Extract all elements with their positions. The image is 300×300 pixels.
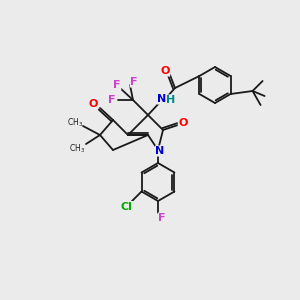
Text: CH$_3$: CH$_3$	[67, 117, 83, 129]
Text: F: F	[108, 95, 116, 105]
Text: H: H	[167, 95, 176, 105]
Text: O: O	[178, 118, 188, 128]
Text: O: O	[88, 99, 98, 109]
Text: F: F	[113, 80, 121, 90]
Text: F: F	[158, 213, 166, 223]
Text: CH$_3$: CH$_3$	[69, 143, 85, 155]
Text: N: N	[155, 146, 165, 156]
Text: Cl: Cl	[121, 202, 133, 212]
Text: N: N	[158, 94, 166, 104]
Text: O: O	[160, 66, 170, 76]
Text: F: F	[130, 77, 138, 87]
